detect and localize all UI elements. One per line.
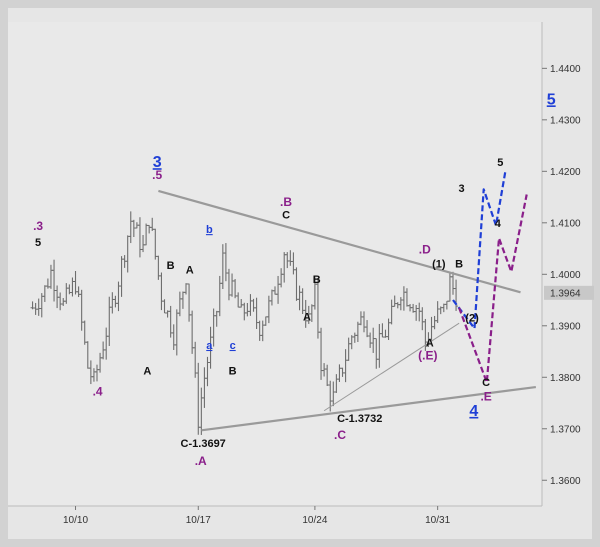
wave-label: B [229, 366, 237, 378]
last-price-label: 1.3964 [550, 288, 581, 299]
y-tick-label: 1.3700 [550, 424, 581, 435]
x-tick-label: 10/31 [425, 515, 450, 526]
projection-paths [452, 172, 528, 384]
trendlines [158, 189, 537, 432]
wave-label: C [282, 210, 290, 222]
wave-label: b [206, 224, 213, 236]
wave-label: (.E) [418, 348, 437, 362]
wave-label: C-1.3697 [181, 438, 226, 450]
trendline-upper-resistance [158, 189, 521, 294]
wave-label: .4 [93, 384, 103, 398]
projection-blue-path [452, 172, 507, 330]
x-tick-label: 10/17 [186, 515, 211, 526]
wave-label: 4 [469, 403, 478, 420]
x-tick-label: 10/10 [63, 515, 88, 526]
y-tick-label: 1.4400 [550, 64, 581, 75]
wave-label: .D [419, 243, 431, 257]
y-tick-label: 1.3900 [550, 321, 581, 332]
plot-area [8, 22, 542, 506]
wave-label: A [143, 366, 151, 378]
wave-label: .C [334, 428, 346, 442]
trendline-lower-support [201, 385, 537, 432]
y-tick-label: 1.4100 [550, 218, 581, 229]
wave-label: 4 [495, 218, 502, 230]
wave-label: 5 [35, 237, 41, 249]
price-bar [454, 279, 459, 311]
wave-label: 5 [497, 157, 503, 169]
last-price-badge [544, 285, 594, 300]
wave-label: A [303, 312, 311, 324]
y-tick-label: 1.4300 [550, 115, 581, 126]
wave-label: B [313, 274, 321, 286]
trendline-inner-support [323, 322, 460, 412]
y-tick-label: 1.4200 [550, 167, 581, 178]
wave-label: .3 [33, 219, 43, 233]
wave-label: A [186, 264, 194, 276]
wave-label: 3 [153, 154, 162, 171]
wave-label: .5 [152, 168, 162, 182]
y-axis: 1.4400 1.4300 1.4200 1.4100 1.4000 1.3900 1.38… [542, 64, 594, 487]
wave-label: (2) [465, 313, 479, 325]
price-bars [30, 211, 459, 435]
wave-label: 3 [459, 183, 465, 195]
y-tick-label: 1.4000 [550, 270, 581, 281]
wave-label: 5 [547, 91, 556, 108]
wave-label: A [426, 337, 434, 349]
wave-label: C [482, 377, 490, 389]
wave-label: B [167, 260, 175, 272]
y-tick-label: 1.3800 [550, 373, 581, 384]
y-tick-label: 1.3600 [550, 476, 581, 487]
wave-label: c [230, 340, 236, 352]
wave-annotations: 3.5.35.4AB Aba cBC.BBAC-1.3697.AC-1.3732.C… [33, 91, 556, 467]
wave-label: .B [280, 195, 292, 209]
x-tick-label: 10/24 [302, 515, 327, 526]
wave-label: .E [480, 389, 491, 403]
x-axis: 10/10 10/17 10/24 10/31 [63, 506, 451, 526]
wave-label: C-1.3732 [337, 413, 382, 425]
wave-label: a [206, 340, 213, 352]
wave-label: .A [195, 454, 207, 468]
wave-label: B [455, 259, 463, 271]
wave-label: (1) [432, 259, 446, 271]
